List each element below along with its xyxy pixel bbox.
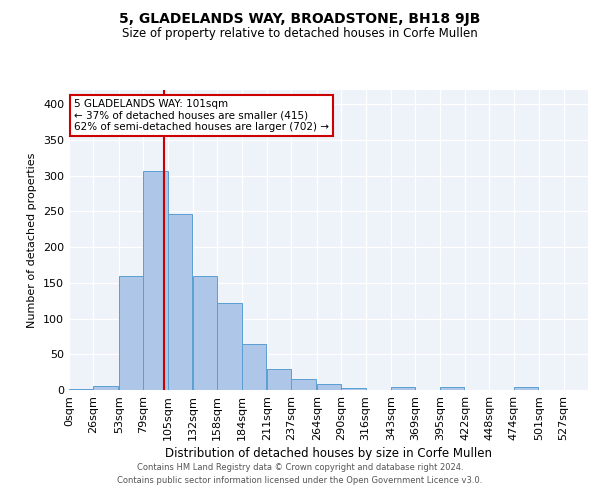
Bar [242, 344, 266, 390]
Text: 5 GLADELANDS WAY: 101sqm
← 37% of detached houses are smaller (415)
62% of semi-: 5 GLADELANDS WAY: 101sqm ← 37% of detach… [74, 99, 329, 132]
Bar [217, 303, 242, 390]
Bar [69, 388, 94, 390]
Bar [143, 170, 167, 390]
Bar [391, 387, 415, 390]
Bar [440, 387, 464, 390]
Bar [119, 276, 143, 390]
Bar [514, 387, 538, 390]
Bar [341, 388, 365, 390]
Text: Contains HM Land Registry data © Crown copyright and database right 2024.: Contains HM Land Registry data © Crown c… [137, 464, 463, 472]
Bar [317, 384, 341, 390]
Bar [167, 214, 192, 390]
X-axis label: Distribution of detached houses by size in Corfe Mullen: Distribution of detached houses by size … [165, 447, 492, 460]
Bar [193, 276, 217, 390]
Bar [267, 368, 292, 390]
Y-axis label: Number of detached properties: Number of detached properties [28, 152, 37, 328]
Text: Size of property relative to detached houses in Corfe Mullen: Size of property relative to detached ho… [122, 28, 478, 40]
Text: Contains public sector information licensed under the Open Government Licence v3: Contains public sector information licen… [118, 476, 482, 485]
Bar [292, 380, 316, 390]
Bar [94, 386, 118, 390]
Text: 5, GLADELANDS WAY, BROADSTONE, BH18 9JB: 5, GLADELANDS WAY, BROADSTONE, BH18 9JB [119, 12, 481, 26]
